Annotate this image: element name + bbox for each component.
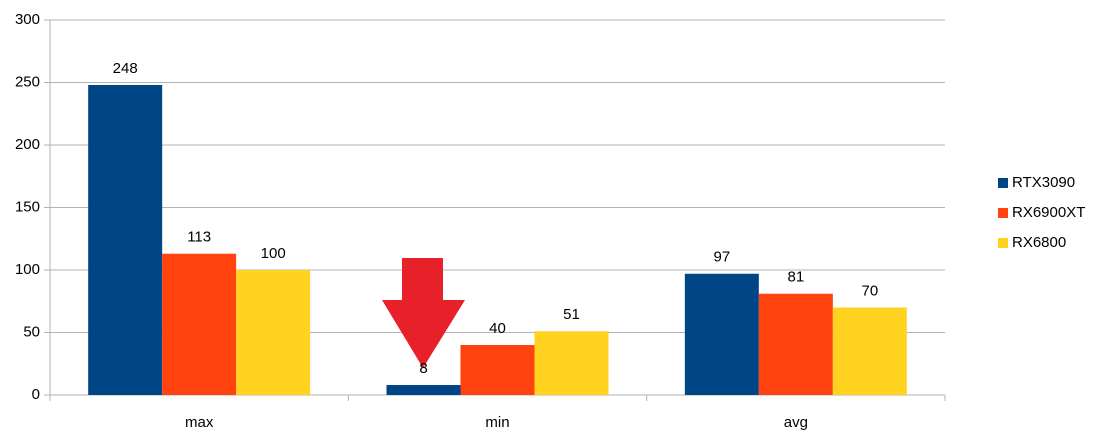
bars (88, 85, 907, 395)
legend-swatch (998, 238, 1008, 248)
x-tick-label: avg (784, 414, 808, 431)
y-tick-label: 250 (15, 73, 40, 90)
bar (684, 273, 759, 395)
x-tick-label: min (485, 414, 509, 431)
data-label: 8 (419, 360, 427, 377)
y-tick-label: 100 (15, 261, 40, 278)
arrow-annotation (382, 258, 465, 368)
data-label: 81 (787, 269, 804, 286)
bar (832, 307, 907, 395)
y-tick-label: 0 (32, 386, 40, 403)
bar (758, 293, 833, 395)
bar (460, 345, 535, 395)
legend-swatch (998, 208, 1008, 218)
data-label: 100 (261, 245, 286, 262)
y-tick-label: 150 (15, 198, 40, 215)
data-label: 113 (187, 229, 211, 246)
legend-swatch (998, 178, 1008, 188)
y-tick-label: 300 (15, 11, 40, 28)
legend-label: RTX3090 (1012, 174, 1075, 191)
data-label: 248 (113, 60, 138, 77)
data-label: 51 (563, 306, 580, 323)
legend-label: RX6800 (1012, 234, 1066, 251)
bar (88, 85, 163, 395)
data-label: 97 (713, 249, 730, 266)
bar (162, 253, 237, 395)
data-label: 70 (861, 282, 878, 299)
y-tick-label: 50 (23, 323, 40, 340)
x-tick-label: max (185, 414, 214, 431)
bar (236, 270, 311, 395)
y-tick-label: 200 (15, 136, 40, 153)
legend-label: RX6900XT (1012, 204, 1085, 221)
bar (386, 385, 461, 395)
data-label: 40 (489, 320, 506, 337)
bar (534, 331, 609, 395)
